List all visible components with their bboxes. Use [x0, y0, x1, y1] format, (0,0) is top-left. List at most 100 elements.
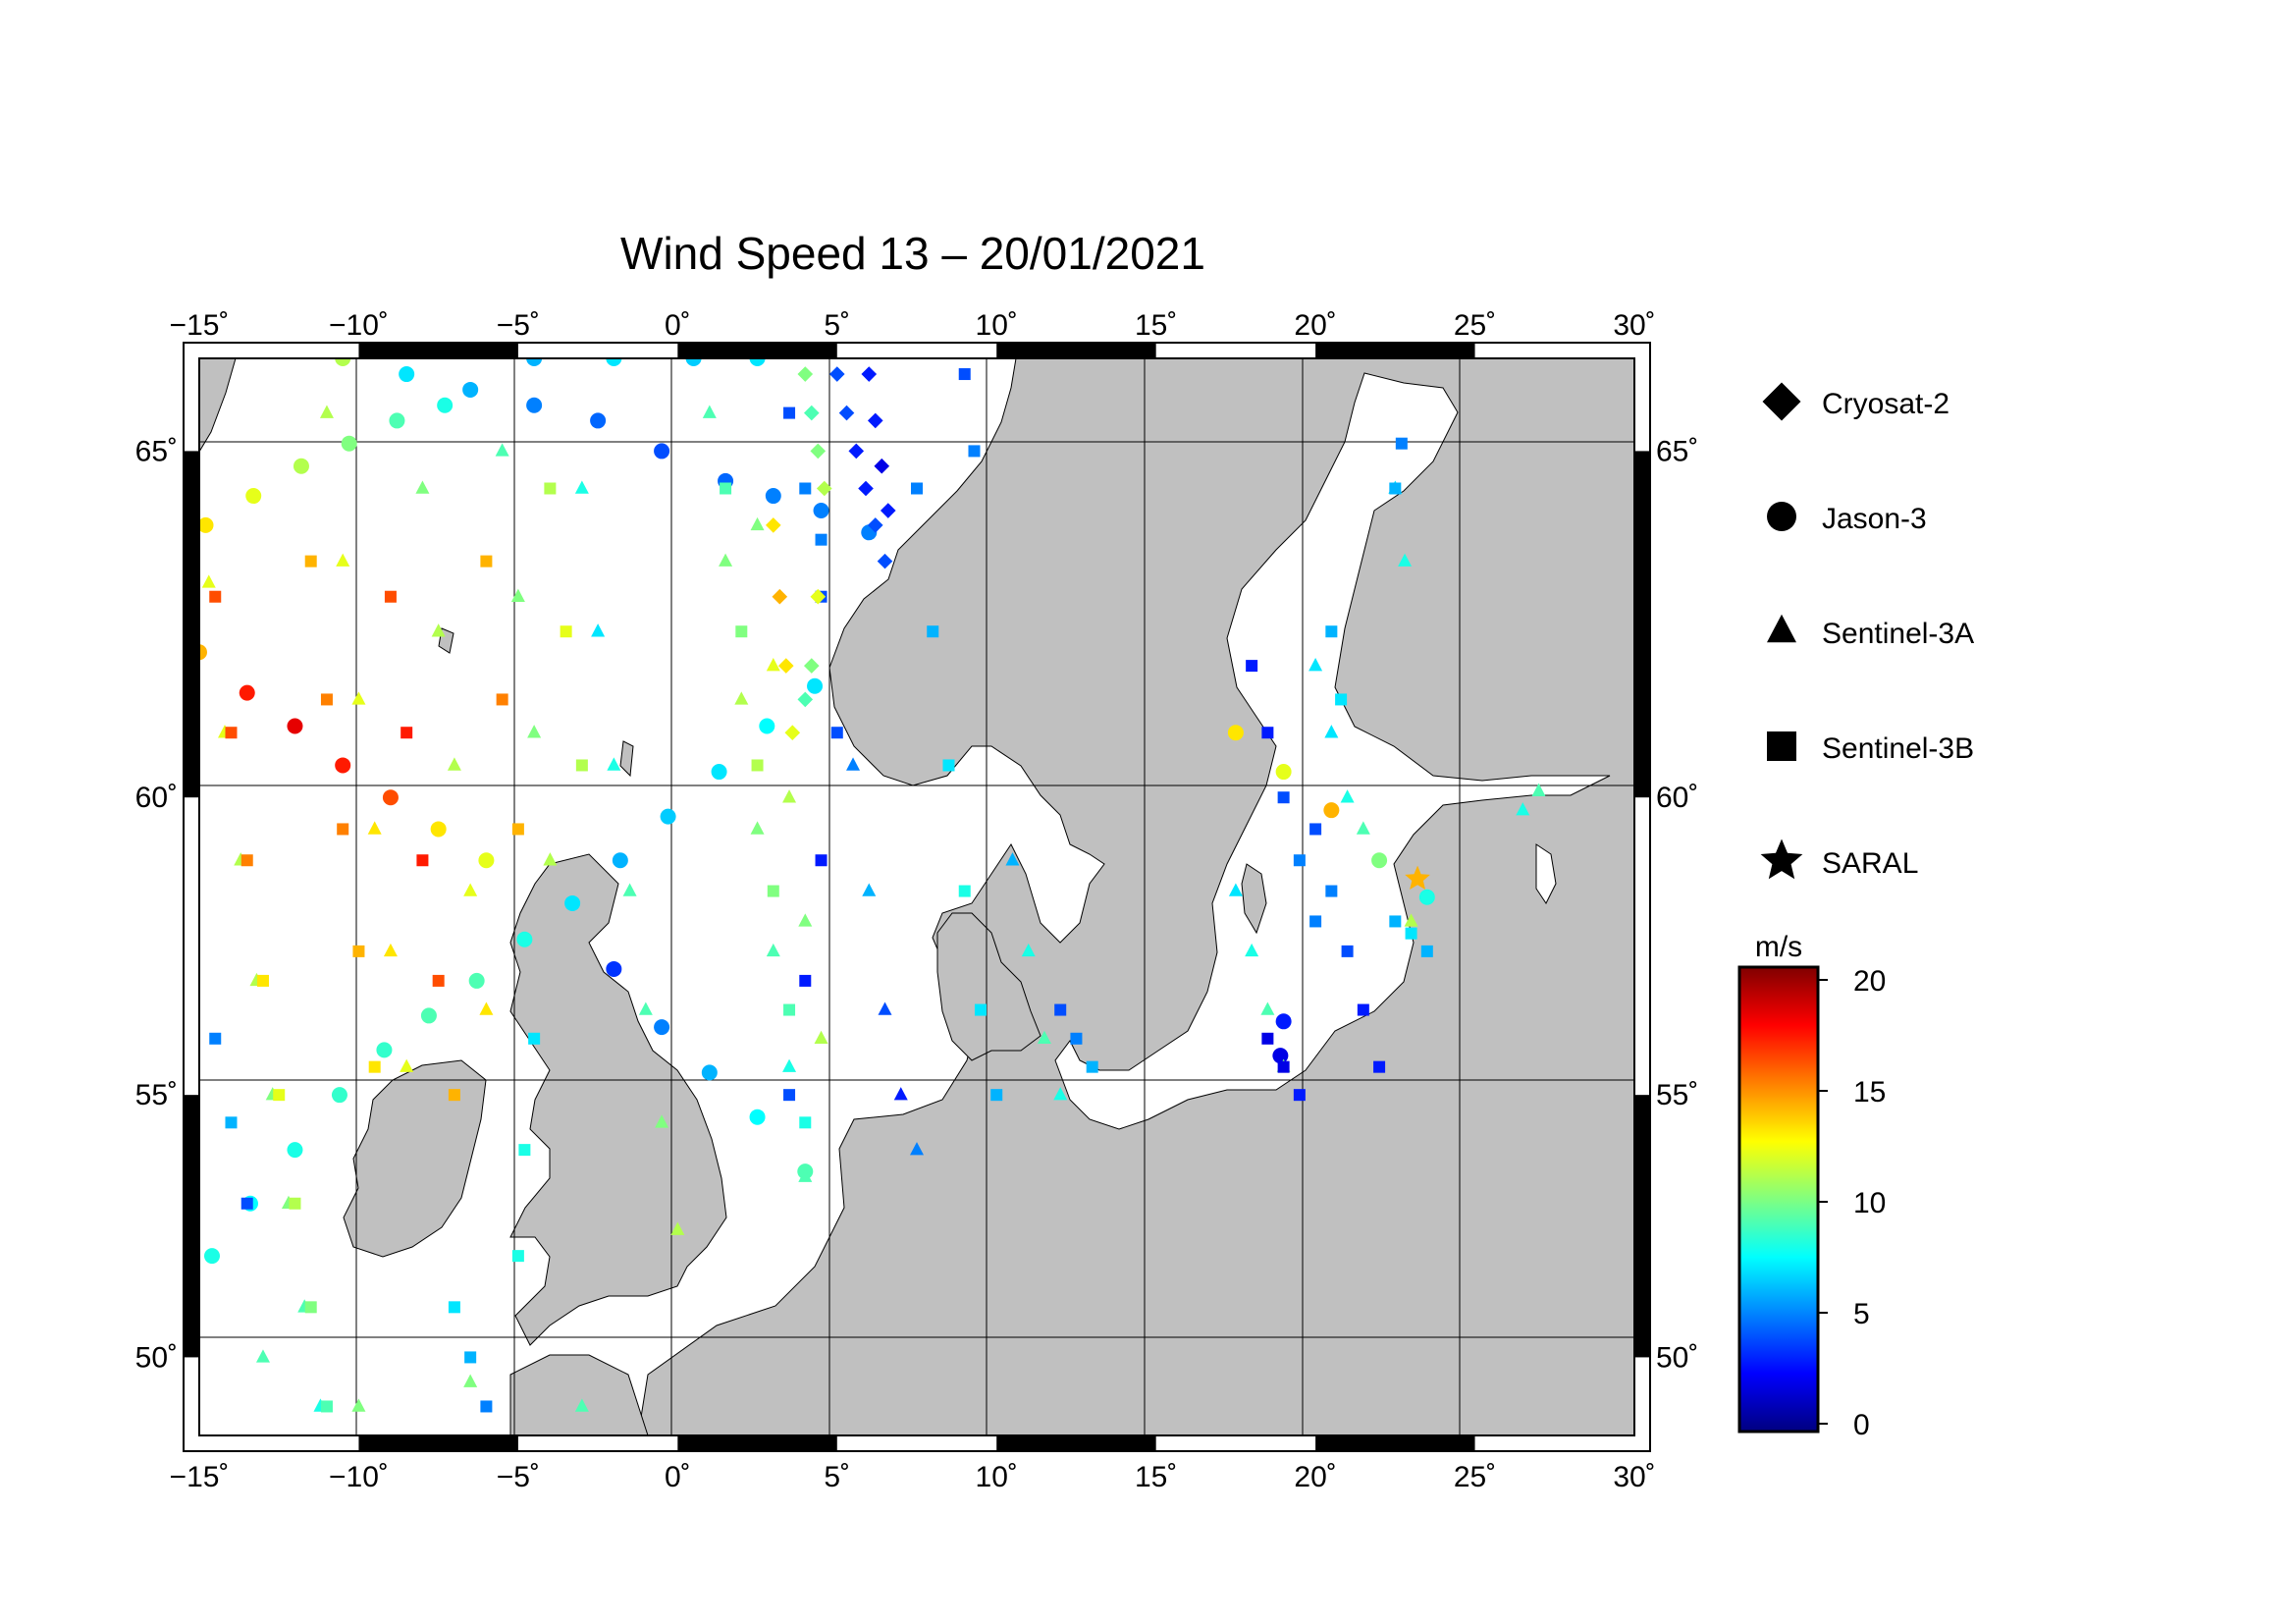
sentinel-3b-point [1325, 885, 1338, 897]
frame-bar-left [184, 451, 199, 798]
jason-3-point [813, 503, 829, 519]
cryosat-2-point [880, 503, 896, 518]
frame-inner [198, 357, 1635, 1436]
sentinel-3a-point [607, 757, 621, 771]
lon-tick-label-bottom: −5˚ [497, 1461, 540, 1493]
sentinel-3b-point [320, 693, 333, 706]
sentinel-3a-point [591, 623, 606, 637]
sentinel-3b-point [1070, 1032, 1083, 1045]
lat-tick-label-right: 50˚ [1656, 1341, 1698, 1374]
sentinel-3b-point [448, 1089, 460, 1102]
sentinel-3b-point [1086, 1060, 1098, 1073]
jason-3-point [516, 931, 533, 947]
wind-observations [199, 358, 1546, 1413]
sentinel-3a-point [1398, 553, 1413, 567]
sentinel-3a-point [431, 623, 446, 637]
sentinel-3a-point [479, 1001, 494, 1015]
sentinel-3b-point [320, 1400, 333, 1413]
frame-bar-top [996, 343, 1156, 358]
land-gotland [1241, 863, 1267, 935]
lon-tick-label-top: 0˚ [665, 309, 691, 342]
saral-point [1405, 865, 1430, 890]
jason-3-point [807, 677, 824, 694]
colorbar-tick-label: 20 [1853, 965, 1886, 998]
lat-tick-label-left: 50˚ [135, 1341, 178, 1374]
jason-3-point [526, 397, 543, 413]
sentinel-3b-point [968, 445, 981, 458]
sentinel-3b-point [1309, 915, 1322, 928]
lon-tick-label-bottom: 5˚ [824, 1461, 850, 1493]
sentinel-3b-point [575, 759, 588, 772]
legend-label: Sentinel-3A [1822, 618, 1974, 650]
colorbar-tick-label: 10 [1853, 1187, 1886, 1219]
lon-tick-label-top: 5˚ [824, 309, 850, 342]
sentinel-3a-point [750, 516, 765, 531]
sentinel-3b-point [1395, 437, 1408, 450]
sentinel-3b-point [1293, 854, 1306, 867]
sentinel-3b-point [209, 1032, 222, 1045]
sentinel-3b-point [464, 1351, 477, 1364]
frame-bar-top [358, 343, 518, 358]
sentinel-3a-point [447, 757, 461, 771]
sentinel-3b-point [799, 974, 812, 987]
lon-tick-label-top: 30˚ [1613, 309, 1655, 342]
lat-tick-label-left: 60˚ [135, 782, 178, 814]
sentinel-3b-point [1261, 1032, 1274, 1045]
sentinel-3a-point [798, 913, 813, 927]
cryosat-2-point [772, 588, 788, 605]
lon-tick-label-top: 15˚ [1135, 309, 1177, 342]
sentinel-3a-point [1340, 789, 1355, 803]
cryosat-2-point [816, 480, 832, 497]
sentinel-3b-point [799, 1116, 812, 1129]
sentinel-3b-point [256, 974, 269, 987]
jason-3-point [590, 412, 607, 429]
sentinel-3b-point [720, 482, 732, 495]
circle-icon [1767, 502, 1796, 531]
jason-3-point [430, 821, 447, 838]
sentinel-3b-point [1261, 727, 1274, 739]
lon-tick-label-top: −15˚ [170, 309, 230, 342]
sentinel-3a-point [1516, 802, 1530, 816]
sentinel-3a-point [319, 405, 334, 418]
land-scandinavia-europe [637, 358, 1634, 1435]
sentinel-3a-point [543, 852, 558, 866]
frame-bar-right [1634, 451, 1650, 798]
sentinel-3b-point [416, 854, 429, 867]
lon-tick-label-top: 20˚ [1294, 309, 1336, 342]
sentinel-3a-point [1053, 1087, 1068, 1101]
sentinel-3a-point [1531, 783, 1546, 796]
jason-3-point [420, 1007, 437, 1024]
sentinel-3a-point [510, 588, 525, 602]
sentinel-3a-point [670, 1221, 685, 1235]
sentinel-3b-point [511, 1250, 524, 1263]
jason-3-point [660, 808, 676, 825]
sentinel-3a-point [750, 821, 765, 835]
jason-3-point [564, 894, 581, 911]
sentinel-3a-point [400, 1058, 414, 1072]
land-brittany [509, 1354, 649, 1435]
sentinel-3a-point [1324, 725, 1339, 738]
sentinel-3a-point [1245, 943, 1259, 957]
sentinel-3b-point [225, 727, 238, 739]
cryosat-2-point [797, 366, 814, 382]
cryosat-2-point [828, 366, 845, 382]
legend-label: Cryosat-2 [1822, 388, 1949, 420]
sentinel-3b-point [735, 625, 748, 638]
frame-bar-top [677, 343, 837, 358]
jason-3-point [399, 366, 415, 383]
colorbar-unit: m/s [1755, 931, 1802, 963]
square-icon [1767, 731, 1796, 761]
jason-3-point [606, 358, 622, 366]
sentinel-3b-point [304, 1301, 317, 1314]
land-ireland [343, 1059, 487, 1258]
jason-3-point [1323, 802, 1340, 819]
land-masses [199, 358, 1634, 1435]
sentinel-3a-point [846, 757, 861, 771]
sentinel-3a-point [862, 883, 877, 896]
cryosat-2-point [766, 517, 781, 533]
jason-3-point [341, 435, 357, 452]
sentinel-3b-point [911, 482, 923, 495]
sentinel-3b-point [225, 1116, 238, 1129]
star-icon [1760, 839, 1803, 880]
legend-label: Sentinel-3B [1822, 732, 1974, 765]
